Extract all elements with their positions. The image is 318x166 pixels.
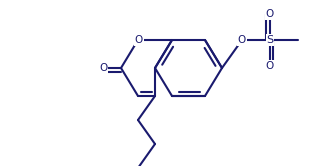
Text: O: O — [266, 9, 274, 19]
Text: O: O — [99, 63, 107, 73]
Text: O: O — [266, 61, 274, 71]
Text: O: O — [238, 35, 246, 45]
Text: S: S — [266, 35, 273, 45]
Text: O: O — [135, 35, 143, 45]
